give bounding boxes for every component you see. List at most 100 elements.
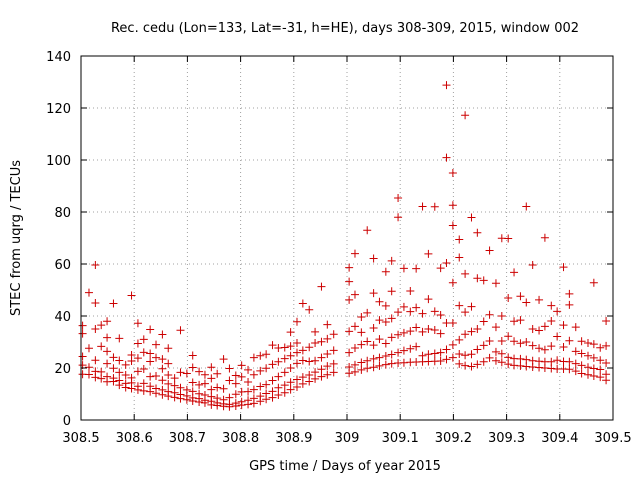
data-point [375,353,384,362]
data-point [213,369,222,378]
data-point [547,316,556,325]
data-point [249,394,258,403]
data-point [231,371,240,380]
data-point [381,317,390,326]
data-point [430,326,439,335]
data-point [200,379,209,388]
y-axis-label: STEC from uqrg / TECUs [9,160,24,316]
data-point [350,367,359,376]
y-tick-label: 20 [54,362,71,377]
data-point [448,169,457,177]
data-point [274,343,283,352]
data-point [164,371,173,380]
data-point [516,354,525,363]
data-point [504,234,513,243]
data-point [97,321,106,330]
data-point [522,355,531,364]
y-tick-label: 100 [46,154,71,169]
data-point [516,339,525,348]
data-point [516,361,525,370]
data-point [510,337,519,346]
data-point [602,341,611,350]
data-point [412,342,421,351]
data-point [369,323,378,332]
data-point [115,368,124,377]
y-tick-label: 120 [46,102,71,117]
data-point [565,336,574,345]
data-point [510,268,519,277]
data-point [442,153,451,162]
data-point [127,351,136,359]
data-point [479,276,488,285]
data-point [479,341,488,350]
axis-ticks: 308.5 308.6 308.7 308.8 308.9 309 309.1 309.2 30… [46,50,631,446]
data-point [146,357,155,366]
data-point [399,328,408,337]
data-point [103,317,112,326]
data-point [286,328,295,337]
data-point [540,322,549,331]
data-point [406,327,415,336]
x-tick-label: 309.4 [541,431,578,446]
data-point [121,360,130,369]
data-point [152,353,161,362]
data-point [589,353,598,362]
data-point [298,356,307,365]
data-point [170,381,179,390]
data-point [387,256,396,265]
data-point [91,367,100,376]
data-point [103,359,112,368]
data-point [115,376,124,385]
data-point [103,372,112,381]
data-point [381,352,390,361]
data-point [485,353,494,362]
data-point [176,390,185,399]
x-tick-label: 309.3 [488,431,525,446]
data-point [504,353,513,362]
data-point [109,374,118,383]
data-point [268,341,277,350]
data-point [292,348,301,357]
data-point [547,357,556,366]
data-point [158,376,167,385]
y-tick-label: 60 [54,258,71,273]
data-point [103,347,112,356]
data-point [589,372,598,381]
data-point [262,350,271,359]
data-point [133,382,142,391]
data-point [262,364,271,373]
x-tick-label: 308.7 [169,431,206,446]
data-point [286,378,295,387]
data-point [164,344,173,353]
data-point [516,292,525,301]
x-tick-label: 309 [335,431,360,446]
data-point [345,263,354,272]
x-tick-label: 308.8 [222,431,259,446]
data-points [78,81,611,411]
y-tick-label: 140 [46,50,71,65]
data-point [504,332,513,341]
data-point [292,317,301,326]
data-point [473,228,482,237]
data-point [375,335,384,344]
data-point [535,344,544,353]
data-point [455,235,464,244]
data-point [363,356,372,365]
data-point [317,282,326,291]
data-point [491,347,500,356]
data-point [602,316,611,325]
data-point [363,337,372,346]
data-point [164,359,173,368]
data-point [497,336,506,345]
data-point [237,397,246,406]
data-point [394,308,403,317]
data-point [146,382,155,391]
data-point [418,327,427,336]
data-point [473,325,482,333]
data-point [298,346,307,355]
data-point [497,358,506,367]
data-point [596,343,605,352]
y-tick-label: 80 [54,206,71,221]
data-point [540,345,549,354]
